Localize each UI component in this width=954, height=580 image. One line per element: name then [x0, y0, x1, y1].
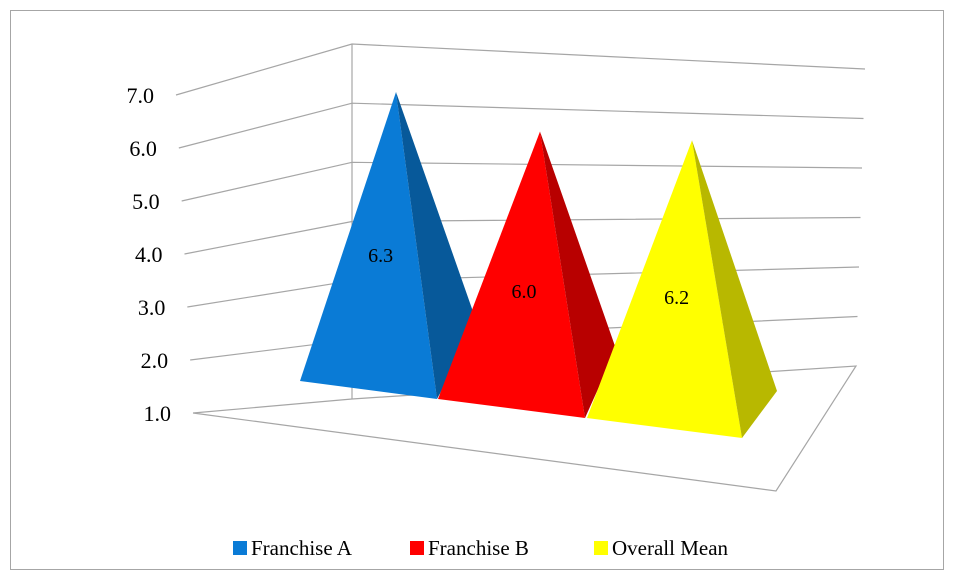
- legend-swatch: [594, 541, 608, 555]
- y-tick-label: 3.0: [138, 295, 166, 320]
- y-tick-label: 5.0: [132, 189, 160, 214]
- chart-frame: [10, 10, 944, 570]
- legend: Franchise A Franchise B Overall Mean: [233, 536, 729, 560]
- legend-swatch: [410, 541, 424, 555]
- pyramid-bar-front: [587, 140, 742, 438]
- y-tick-label: 4.0: [135, 242, 163, 267]
- data-label: 6.0: [512, 281, 537, 303]
- data-label: 6.2: [664, 287, 689, 309]
- y-tick-label: 1.0: [144, 401, 172, 426]
- y-tick-label: 2.0: [141, 348, 169, 373]
- gridline: [178, 102, 864, 149]
- gridline: [175, 43, 866, 96]
- y-tick-label: 6.0: [129, 136, 157, 161]
- y-axis-ticks: 1.0 2.0 3.0 4.0 5.0 6.0 7.0: [127, 83, 172, 426]
- y-tick-label: 7.0: [127, 83, 155, 108]
- legend-label: Franchise B: [428, 536, 529, 560]
- legend-label: Overall Mean: [612, 536, 729, 560]
- pyramid-bar-side: [692, 140, 777, 438]
- pyramid-bar-side: [540, 131, 616, 418]
- pyramid-bar-front: [438, 131, 585, 418]
- data-labels: 6.3 6.0 6.2: [368, 245, 689, 309]
- data-label: 6.3: [368, 245, 393, 267]
- chart-floor: [192, 365, 858, 492]
- pyramid-bar-front: [300, 92, 437, 400]
- pyramid-bars: [300, 92, 777, 438]
- pyramid-bar-side: [396, 92, 477, 400]
- legend-swatch: [233, 541, 247, 555]
- legend-label: Franchise A: [251, 536, 353, 560]
